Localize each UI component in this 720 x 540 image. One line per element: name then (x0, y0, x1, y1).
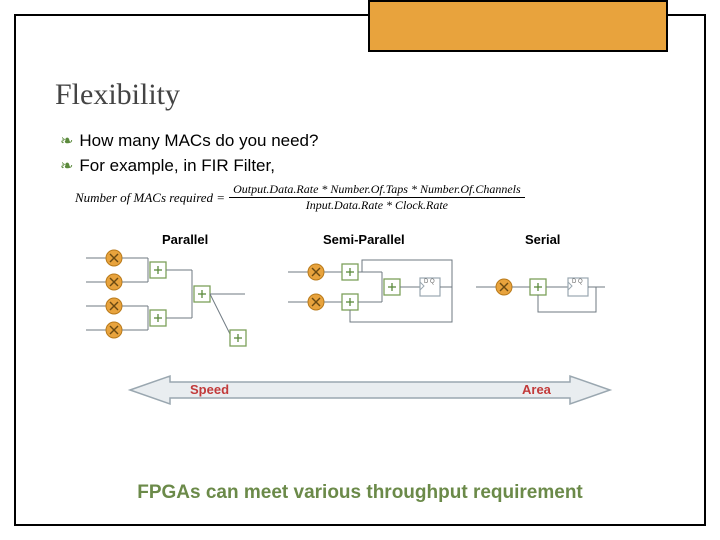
multiplier-icon (106, 250, 122, 266)
parallel-group (86, 250, 246, 346)
footer-statement: FPGAs can meet various throughput requir… (0, 482, 720, 504)
section-label-parallel: Parallel (162, 232, 208, 247)
serial-group: D Q (476, 278, 605, 312)
semi-parallel-group: D Q (288, 260, 452, 322)
multiplier-icon (106, 298, 122, 314)
adder-icon (150, 262, 166, 278)
bullet-text: How many MACs do you need? (79, 130, 318, 153)
adder-icon (530, 279, 546, 295)
section-label-serial: Serial (525, 232, 560, 247)
equation-numerator: Output.Data.Rate * Number.Of.Taps * Numb… (229, 182, 525, 197)
section-label-semiparallel: Semi-Parallel (323, 232, 405, 247)
adder-icon (230, 330, 246, 346)
bullet-item: ❧ For example, in FIR Filter, (60, 155, 318, 178)
bullet-glyph-icon: ❧ (60, 156, 73, 178)
header-accent-box (368, 0, 668, 52)
equation-denominator: Input.Data.Rate * Clock.Rate (302, 198, 452, 213)
bullet-item: ❧ How many MACs do you need? (60, 130, 318, 153)
spectrum-label-speed: Speed (190, 382, 229, 397)
bulleted-list: ❧ How many MACs do you need? ❧ For examp… (60, 130, 318, 180)
adder-icon (342, 264, 358, 280)
multiplier-icon (496, 279, 512, 295)
multiplier-icon (106, 274, 122, 290)
multiplier-icon (308, 294, 324, 310)
bullet-glyph-icon: ❧ (60, 131, 73, 153)
spectrum-label-area: Area (522, 382, 551, 397)
mac-count-equation: Number of MACs required = Output.Data.Ra… (75, 182, 525, 213)
adder-icon (194, 286, 210, 302)
adder-icon (384, 279, 400, 295)
equation-fraction: Output.Data.Rate * Number.Of.Taps * Numb… (229, 182, 525, 213)
multiplier-icon (308, 264, 324, 280)
adder-icon (150, 310, 166, 326)
diagram-svg: D Q D Q (70, 232, 650, 412)
multiplier-icon (106, 322, 122, 338)
adder-icon (342, 294, 358, 310)
equation-lhs: Number of MACs required = (75, 190, 225, 206)
page-title: Flexibility (55, 78, 180, 112)
register-label: D Q (572, 279, 583, 285)
register-label: D Q (424, 279, 435, 285)
bullet-text: For example, in FIR Filter, (79, 155, 275, 178)
architecture-diagram: Parallel Semi-Parallel Serial (70, 232, 650, 412)
